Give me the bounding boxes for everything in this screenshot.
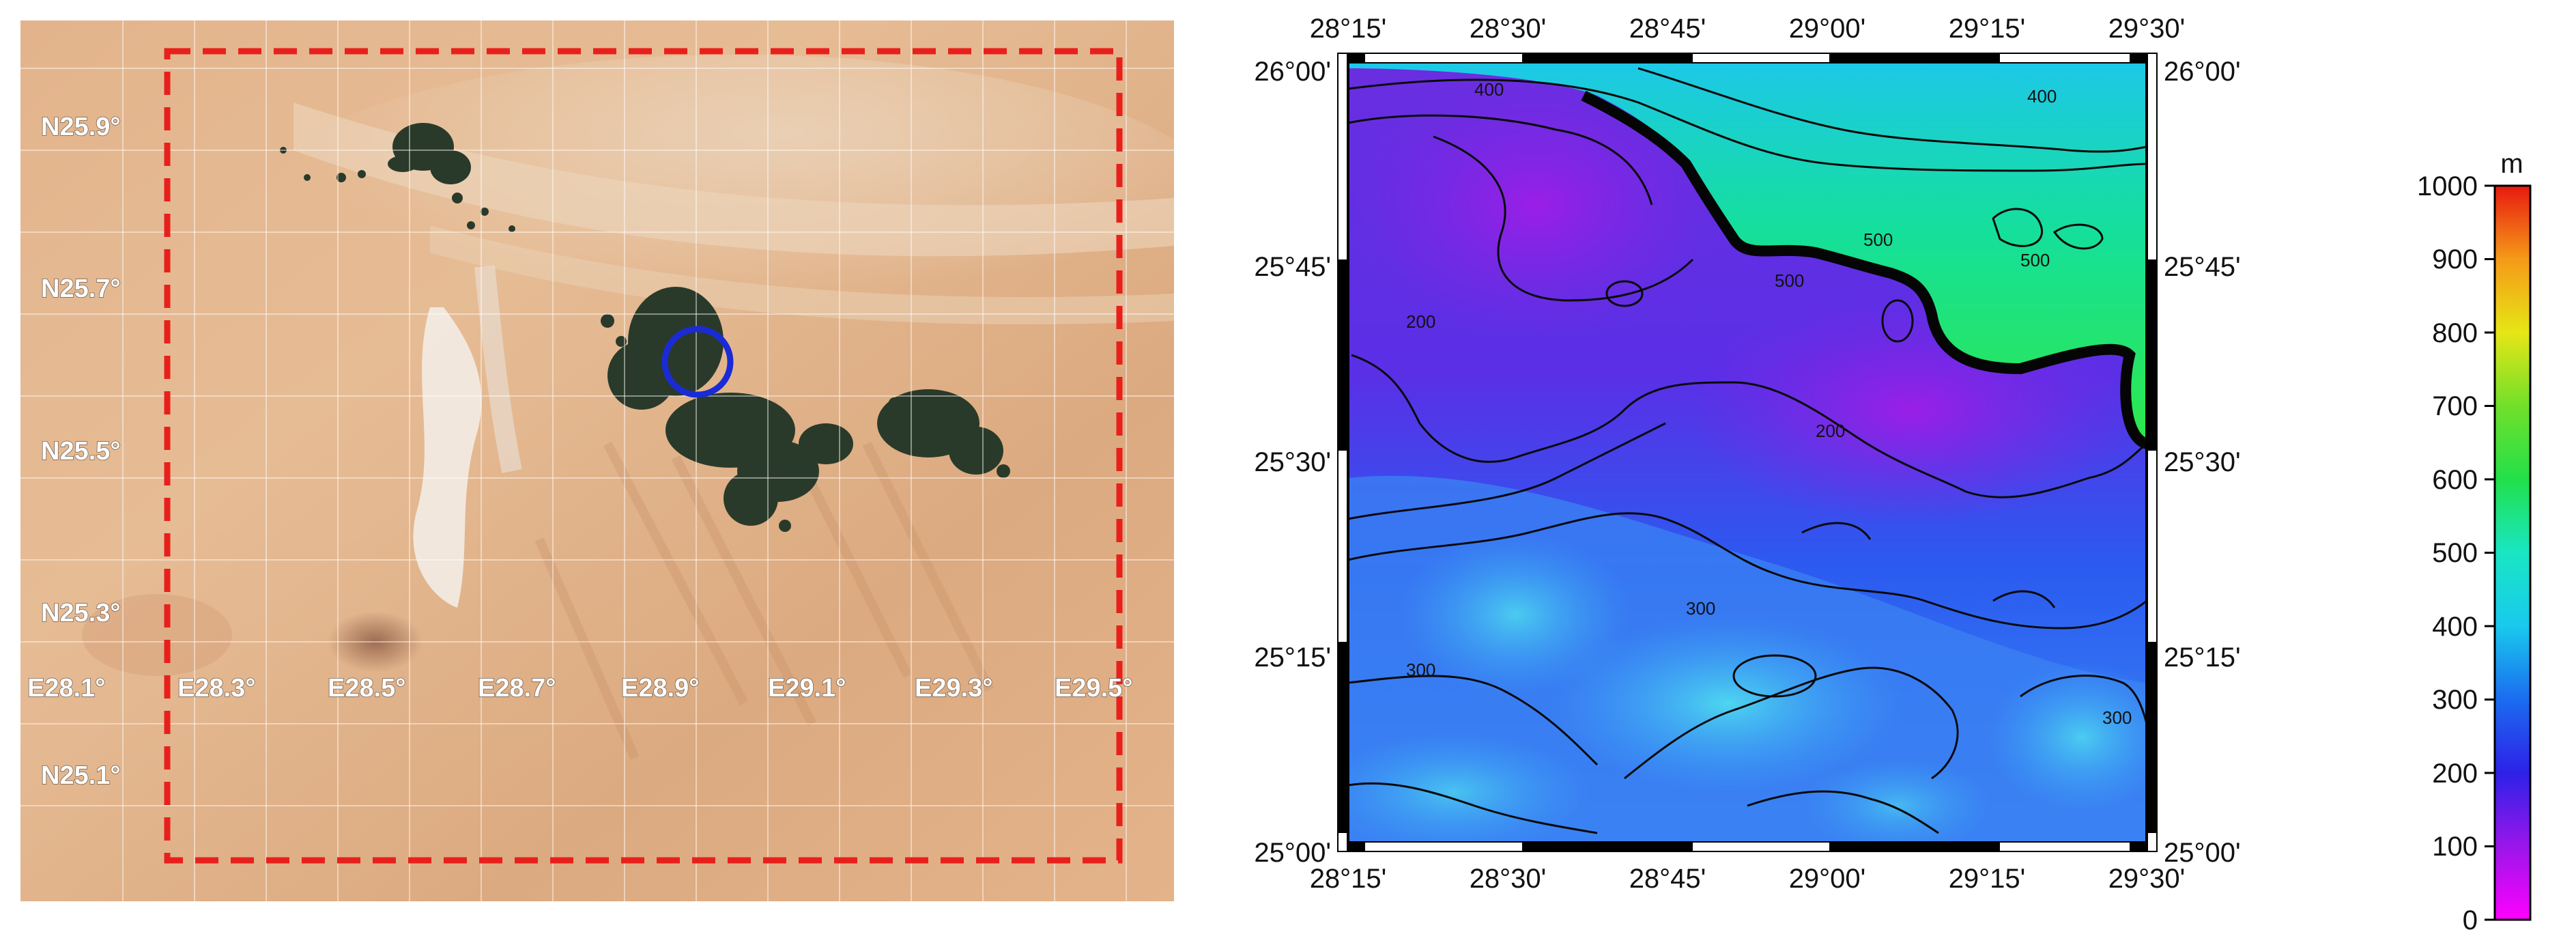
colorbar-tick-label: 600	[2432, 465, 2478, 495]
bottom-tick-label: 28°30'	[1470, 864, 1547, 894]
colorbar-tick-label: 500	[2432, 538, 2478, 568]
lon-label: E28.3°	[177, 674, 256, 703]
top-tick-label: 28°30'	[1470, 14, 1547, 44]
contour-label: 500	[2020, 250, 2050, 270]
left-tick-label: 25°15'	[1254, 643, 1331, 673]
contour-label: 300	[1406, 660, 1435, 680]
lat-label: N25.9°	[41, 113, 121, 141]
colorbar-tick-label: 0	[2463, 905, 2478, 935]
elevation-map-panel: 400 400 500 500 500 200 200 300 300 300	[1254, 14, 2241, 894]
contour-label: 300	[1686, 598, 1715, 619]
satellite-map-panel: N25.9° N25.7° N25.5° N25.3° N25.1° E28.1…	[20, 20, 1174, 901]
right-tick-label: 25°45'	[2164, 252, 2241, 282]
lon-label: E28.1°	[27, 674, 106, 703]
bottom-tick-label: 29°15'	[1949, 864, 2026, 894]
right-tick-label: 26°00'	[2164, 57, 2241, 87]
left-tick-label: 26°00'	[1254, 57, 1331, 87]
bottom-tick-label: 28°15'	[1310, 864, 1387, 894]
bottom-tick-label: 28°45'	[1629, 864, 1706, 894]
elevation-surface: 400 400 500 500 500 200 200 300 300 300	[1348, 61, 2147, 843]
contour-label: 300	[2102, 707, 2132, 728]
colorbar-tick-label: 200	[2432, 759, 2478, 789]
lon-label: E28.5°	[328, 674, 406, 703]
lon-label: E29.5°	[1055, 674, 1133, 703]
graticule	[20, 20, 1174, 901]
contour-label: 400	[1474, 79, 1504, 100]
colorbar-tick-label: 700	[2432, 391, 2478, 421]
colorbar-unit: m	[2500, 149, 2523, 179]
dark-rock-patch	[328, 611, 423, 673]
contour-label: 200	[1406, 311, 1435, 332]
lat-label: N25.3°	[41, 599, 121, 627]
colorbar-tick-label: 300	[2432, 685, 2478, 715]
lat-label: N25.7°	[41, 274, 121, 303]
colorbar-ticks	[2485, 184, 2495, 921]
top-tick-label: 29°00'	[1789, 14, 1866, 44]
colorbar-gradient	[2493, 184, 2532, 921]
contour-lines	[1348, 67, 2147, 834]
map-frame	[1337, 53, 2158, 852]
top-tick-label: 29°30'	[2108, 14, 2186, 44]
contour-label: 400	[2027, 86, 2057, 107]
lon-label: E29.1°	[768, 674, 846, 703]
satellite-image: N25.9° N25.7° N25.5° N25.3° N25.1° E28.1…	[20, 20, 1174, 901]
site-marker-circle	[661, 326, 734, 398]
colorbar-tick-label: 900	[2432, 244, 2478, 274]
right-tick-label: 25°00'	[2164, 838, 2241, 868]
bottom-tick-label: 29°00'	[1789, 864, 1866, 894]
right-tick-label: 25°15'	[2164, 643, 2241, 673]
lat-label: N25.1°	[41, 761, 121, 790]
study-area-box	[164, 48, 1123, 864]
contour-label: 500	[1863, 229, 1893, 250]
colorbar-tick-label: 1000	[2417, 171, 2478, 201]
left-tick-label: 25°30'	[1254, 447, 1331, 477]
lat-label: N25.5°	[41, 437, 121, 466]
left-tick-label: 25°45'	[1254, 252, 1331, 282]
top-tick-label: 28°45'	[1629, 14, 1706, 44]
contour-label: 200	[1816, 421, 1845, 441]
colorbar-tick-label: 400	[2432, 612, 2478, 642]
contour-label: 500	[1775, 270, 1804, 291]
colorbar-tick-label: 800	[2432, 318, 2478, 348]
lon-label: E28.9°	[621, 674, 700, 703]
right-tick-label: 25°30'	[2164, 447, 2241, 477]
top-tick-label: 28°15'	[1310, 14, 1387, 44]
bottom-tick-label: 29°30'	[2108, 864, 2186, 894]
lon-label: E28.7°	[478, 674, 556, 703]
lon-label: E29.3°	[915, 674, 993, 703]
colorbar-tick-label: 100	[2432, 832, 2478, 862]
colorbar: m 1000 900 800 700 600 500 40	[2417, 149, 2532, 935]
oasis-vegetation	[280, 123, 1010, 532]
left-tick-label: 25°00'	[1254, 838, 1331, 868]
playa-streak	[413, 307, 482, 608]
top-tick-label: 29°15'	[1949, 14, 2026, 44]
